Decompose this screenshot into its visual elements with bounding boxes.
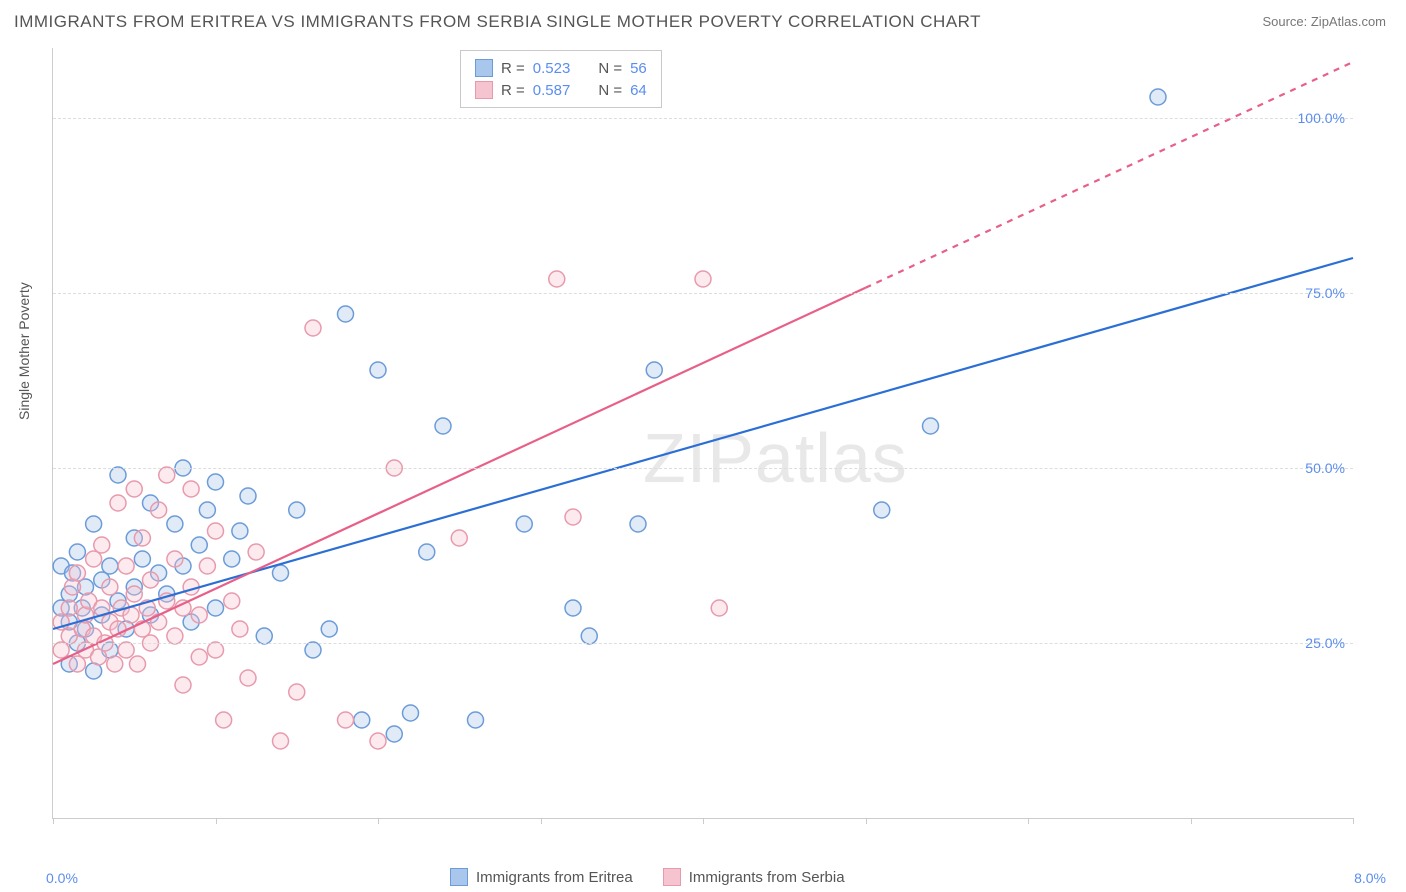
n-value-1: 64 (630, 82, 647, 99)
y-axis-label: Single Mother Poverty (16, 282, 32, 420)
n-value-0: 56 (630, 60, 647, 77)
legend-stats-row-0: R = 0.523 N = 56 (475, 57, 647, 79)
legend-stats-row-1: R = 0.587 N = 64 (475, 79, 647, 101)
legend-item-serbia: Immigrants from Serbia (663, 868, 845, 886)
n-label: N = (598, 82, 622, 99)
x-min-label: 0.0% (46, 870, 78, 886)
swatch-eritrea-icon (475, 59, 493, 77)
y-tick-label: 25.0% (1305, 635, 1345, 651)
x-tick (1028, 818, 1029, 824)
source-label: Source: ZipAtlas.com (1262, 14, 1386, 29)
swatch-serbia-icon (663, 868, 681, 886)
x-tick (866, 818, 867, 824)
legend-series: Immigrants from Eritrea Immigrants from … (450, 868, 845, 886)
swatch-eritrea-icon (450, 868, 468, 886)
x-tick (53, 818, 54, 824)
gridline-h (53, 643, 1353, 644)
r-label: R = (501, 60, 525, 77)
x-tick (378, 818, 379, 824)
x-tick (216, 818, 217, 824)
gridline-h (53, 118, 1353, 119)
y-tick-label: 50.0% (1305, 460, 1345, 476)
r-value-1: 0.587 (533, 82, 571, 99)
scatter-plot (53, 48, 1353, 818)
swatch-serbia-icon (475, 81, 493, 99)
legend-item-eritrea: Immigrants from Eritrea (450, 868, 633, 886)
x-tick (541, 818, 542, 824)
r-label: R = (501, 82, 525, 99)
legend-stats: R = 0.523 N = 56 R = 0.587 N = 64 (460, 50, 662, 108)
x-tick (703, 818, 704, 824)
y-tick-label: 75.0% (1305, 285, 1345, 301)
r-value-0: 0.523 (533, 60, 571, 77)
chart-area: ZIPatlas 25.0%50.0%75.0%100.0% (52, 48, 1353, 819)
gridline-h (53, 468, 1353, 469)
x-tick (1191, 818, 1192, 824)
legend-label-0: Immigrants from Eritrea (476, 869, 633, 886)
n-label: N = (598, 60, 622, 77)
x-max-label: 8.0% (1354, 870, 1386, 886)
page-title: IMMIGRANTS FROM ERITREA VS IMMIGRANTS FR… (14, 12, 981, 32)
legend-label-1: Immigrants from Serbia (689, 869, 845, 886)
gridline-h (53, 293, 1353, 294)
y-tick-label: 100.0% (1298, 110, 1345, 126)
x-tick (1353, 818, 1354, 824)
